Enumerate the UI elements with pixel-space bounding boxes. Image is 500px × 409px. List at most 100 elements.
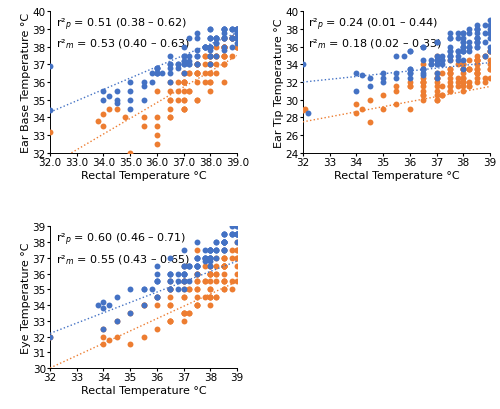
Point — [233, 279, 241, 285]
Point — [366, 75, 374, 82]
Point — [220, 27, 228, 33]
Point — [193, 294, 201, 301]
Point — [153, 294, 161, 301]
Point — [212, 41, 220, 47]
Point — [233, 27, 241, 33]
Point — [193, 286, 201, 293]
Point — [206, 247, 214, 254]
Point — [174, 286, 182, 293]
Point — [193, 48, 201, 54]
Point — [206, 44, 214, 51]
Point — [220, 239, 228, 246]
Point — [220, 44, 228, 51]
Point — [233, 247, 241, 254]
Point — [220, 279, 228, 285]
Point — [201, 44, 209, 51]
Point — [180, 106, 188, 112]
Point — [180, 62, 188, 68]
Point — [185, 88, 193, 95]
Point — [220, 239, 228, 246]
Point — [174, 271, 182, 277]
Point — [379, 75, 387, 82]
Point — [228, 27, 236, 33]
Point — [206, 279, 214, 285]
Point — [126, 150, 134, 157]
Point — [201, 258, 209, 265]
Point — [180, 97, 188, 104]
Point — [206, 88, 214, 95]
Point — [419, 44, 427, 51]
Point — [140, 302, 147, 309]
Point — [464, 58, 472, 64]
Point — [480, 75, 488, 82]
Point — [201, 62, 209, 68]
Point — [427, 62, 435, 68]
Point — [193, 62, 201, 68]
Point — [460, 31, 468, 38]
Point — [220, 263, 228, 270]
Point — [212, 247, 220, 254]
Point — [228, 36, 236, 42]
Point — [201, 53, 209, 60]
Point — [228, 27, 236, 33]
Point — [180, 53, 188, 60]
Point — [233, 44, 241, 51]
Point — [185, 88, 193, 95]
Point — [472, 71, 480, 77]
Point — [480, 31, 488, 38]
Point — [193, 255, 201, 261]
Point — [212, 294, 220, 301]
Point — [180, 318, 188, 324]
X-axis label: Rectal Temperature °C: Rectal Temperature °C — [81, 385, 206, 395]
Point — [166, 286, 174, 293]
Point — [406, 49, 414, 55]
Point — [419, 93, 427, 99]
Point — [166, 115, 174, 121]
Point — [126, 88, 134, 95]
Point — [464, 31, 472, 38]
Point — [201, 247, 209, 254]
Point — [100, 88, 108, 95]
Point — [113, 88, 121, 95]
Point — [472, 40, 480, 47]
Point — [446, 36, 454, 42]
Point — [206, 255, 214, 261]
Point — [464, 84, 472, 90]
Point — [206, 286, 214, 293]
Point — [233, 44, 241, 51]
Point — [180, 71, 188, 77]
Point — [366, 97, 374, 104]
Point — [472, 44, 480, 51]
Point — [166, 80, 174, 86]
Point — [460, 75, 468, 82]
Point — [206, 71, 214, 77]
Point — [438, 58, 446, 64]
Point — [206, 44, 214, 51]
Point — [460, 40, 468, 47]
Point — [206, 271, 214, 277]
Point — [454, 36, 462, 42]
Point — [472, 40, 480, 47]
Point — [180, 58, 188, 65]
Point — [233, 224, 241, 230]
Point — [454, 53, 462, 60]
Point — [206, 62, 214, 68]
Point — [220, 239, 228, 246]
Point — [432, 75, 440, 82]
Point — [438, 53, 446, 60]
Point — [220, 62, 228, 68]
Point — [201, 71, 209, 77]
Point — [460, 49, 468, 55]
Point — [201, 255, 209, 261]
Point — [454, 49, 462, 55]
Point — [446, 88, 454, 95]
Point — [166, 65, 174, 72]
Point — [212, 53, 220, 60]
Point — [460, 49, 468, 55]
Point — [220, 263, 228, 270]
Point — [126, 310, 134, 317]
Point — [153, 65, 161, 72]
Point — [220, 44, 228, 51]
Point — [166, 115, 174, 121]
Point — [166, 271, 174, 277]
